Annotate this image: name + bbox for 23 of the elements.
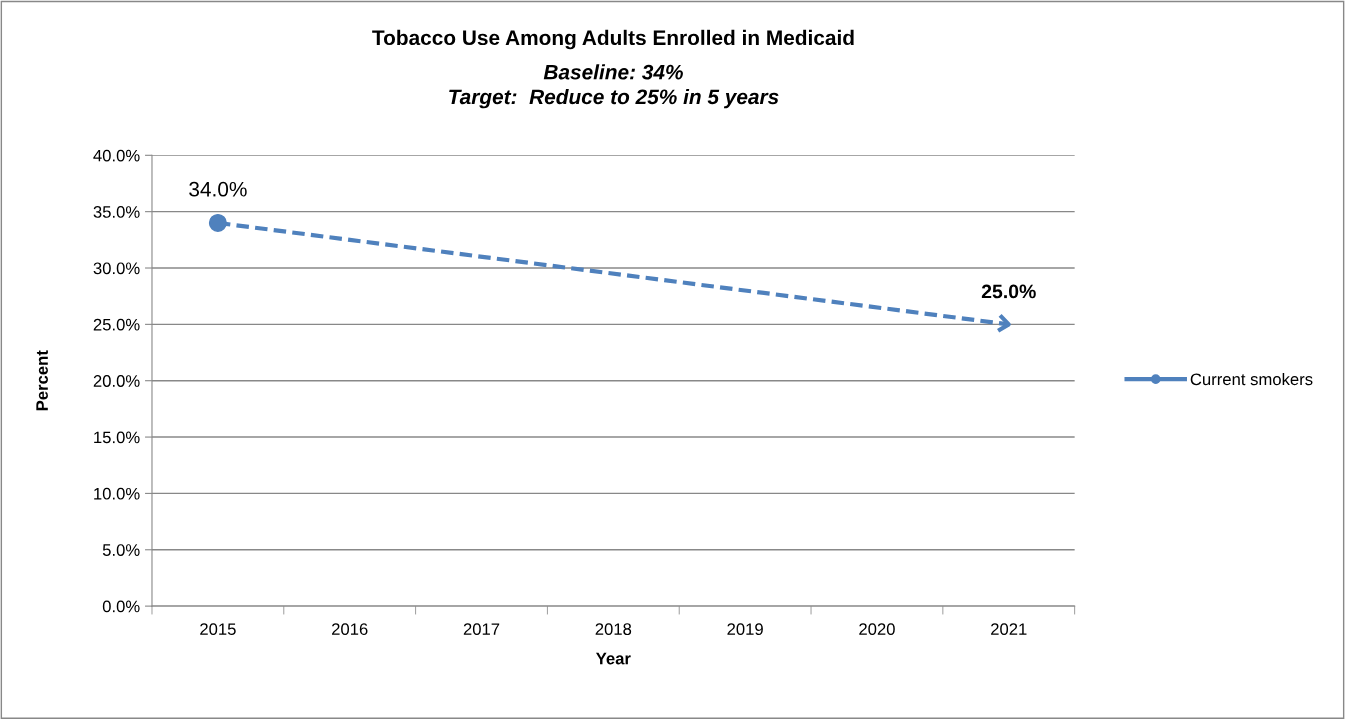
y-tick-label: 0.0% xyxy=(102,600,140,613)
x-tick-label: 2015 xyxy=(200,623,236,636)
y-tick-label: 15.0% xyxy=(94,431,140,444)
y-tick-label: 5.0% xyxy=(102,544,140,556)
chart-subtitle: Baseline: 34% Target: Reduce to 25% in 5 years xyxy=(449,64,779,109)
x-tick-label: 2020 xyxy=(859,623,895,636)
chart-title: Tobacco Use Among Adults Enrolled in Medicaid xyxy=(372,29,854,50)
y-tick-label: 25.0% xyxy=(93,318,140,331)
y-tick-label: 20.0% xyxy=(93,375,140,387)
data-label: 25.0% xyxy=(981,284,1036,299)
x-tick-label: 2016 xyxy=(332,623,368,636)
x-tick-label: 2019 xyxy=(727,623,763,636)
y-tick-label: 30.0% xyxy=(93,262,140,275)
y-tick-label: 35.0% xyxy=(93,206,140,218)
x-axis-title: Year xyxy=(595,652,631,665)
y-axis-title: Percent xyxy=(36,350,48,411)
x-tick-label: 2017 xyxy=(463,623,500,636)
data-label: 34.0% xyxy=(189,181,247,197)
x-tick-label: 2018 xyxy=(595,623,632,636)
y-tick-label: 40.0% xyxy=(93,149,140,162)
legend-label: Current smokers xyxy=(1190,372,1313,386)
x-tick-label: 2021 xyxy=(991,623,1027,636)
y-tick-label: 10.0% xyxy=(94,487,140,500)
